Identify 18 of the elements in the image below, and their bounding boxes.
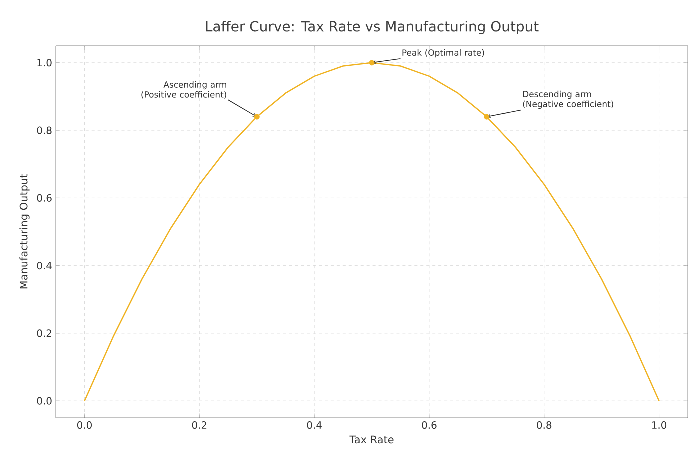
x-tick-label: 1.0 — [652, 422, 667, 430]
x-tick-label: 0.0 — [77, 422, 92, 430]
x-axis-title: Tax Rate — [350, 436, 394, 444]
x-tick-label: 0.2 — [192, 422, 207, 430]
annotation: Ascending arm (Positive coefficient) — [142, 81, 226, 99]
annotation: Descending arm (Negative coefficient) — [523, 90, 614, 110]
y-axis-title: Manufacturing Output — [20, 174, 30, 289]
y-tick-label: 0.6 — [37, 194, 52, 202]
annotation: Peak (Optimal rate) — [402, 49, 484, 58]
x-tick-label: 0.6 — [422, 422, 437, 430]
y-tick-label: 0.2 — [37, 330, 52, 338]
x-tick-label: 0.4 — [307, 422, 322, 430]
x-tick-label: 0.8 — [537, 422, 552, 430]
y-tick-label: 0.4 — [37, 262, 52, 270]
y-tick-label: 1.0 — [38, 59, 52, 67]
y-tick-label: 0.0 — [37, 397, 52, 405]
chart-title: Laffer Curve: Tax Rate vs Manufacturing Output — [206, 21, 539, 35]
y-tick-label: 0.8 — [37, 126, 52, 134]
